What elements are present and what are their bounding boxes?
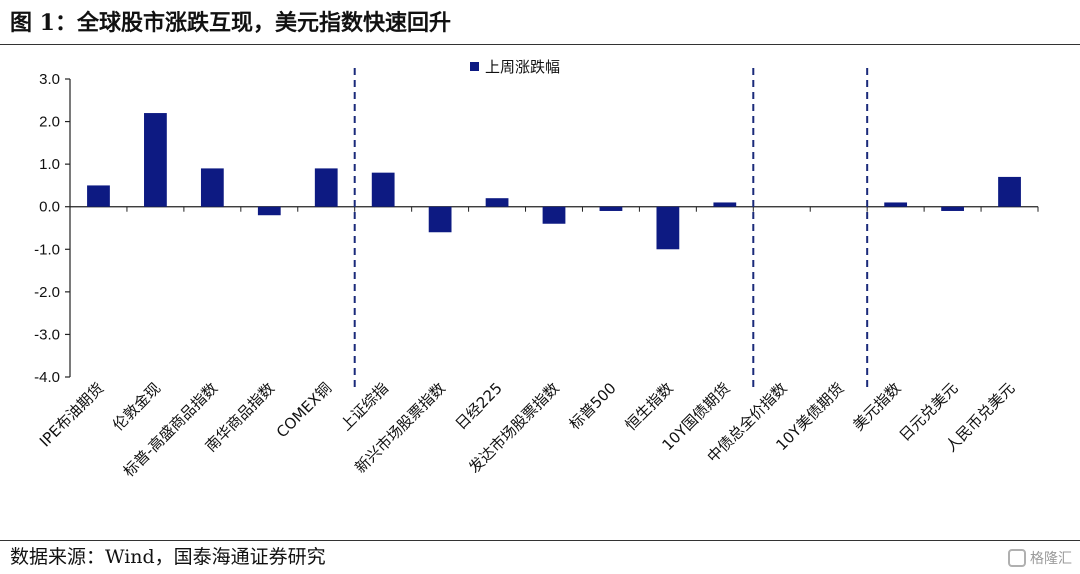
bar — [656, 206, 680, 250]
bar — [485, 198, 509, 207]
title-rule — [0, 44, 1080, 45]
figure-title: 图 1：全球股市涨跌互现，美元指数快速回升 — [10, 10, 451, 36]
bar — [713, 202, 737, 207]
category-label: 日经225 — [452, 379, 506, 433]
bar — [884, 202, 908, 207]
y-tick-label: 3.0 — [39, 71, 60, 88]
bar — [542, 206, 566, 224]
y-tick-label: -2.0 — [34, 284, 60, 301]
data-source-note: 数据来源：Wind，国泰海通证券研究 — [10, 546, 326, 568]
category-label: IPE布油期货 — [36, 379, 107, 450]
y-tick-label: -1.0 — [34, 241, 60, 258]
watermark-text: 格隆汇 — [1030, 551, 1072, 567]
legend-label: 上周涨跌幅 — [485, 58, 560, 76]
category-label: 上证综指 — [337, 379, 392, 434]
y-tick-label: 1.0 — [39, 156, 60, 173]
bar — [257, 206, 281, 216]
watermark: 格隆汇 — [1008, 546, 1072, 570]
bar — [998, 176, 1021, 207]
watermark-logo-icon — [1008, 549, 1026, 567]
y-tick-label: 0.0 — [39, 199, 60, 216]
category-label: 标普500 — [566, 379, 620, 433]
y-tick-label: 2.0 — [39, 114, 60, 131]
source-rule — [0, 540, 1080, 541]
bar — [87, 185, 110, 207]
category-label: 美元指数 — [849, 379, 904, 434]
category-label: 伦敦金现 — [109, 379, 164, 434]
bar — [599, 206, 623, 211]
bar — [428, 206, 452, 233]
bar — [200, 168, 224, 207]
legend-swatch — [470, 62, 479, 71]
category-label: 恒生指数 — [622, 379, 677, 434]
bar — [144, 113, 167, 207]
category-label: COMEX铜 — [273, 379, 335, 441]
bar — [314, 168, 338, 207]
bar — [371, 172, 395, 207]
y-tick-label: -4.0 — [34, 369, 60, 386]
y-tick-label: -3.0 — [34, 326, 60, 343]
bar — [941, 206, 964, 211]
